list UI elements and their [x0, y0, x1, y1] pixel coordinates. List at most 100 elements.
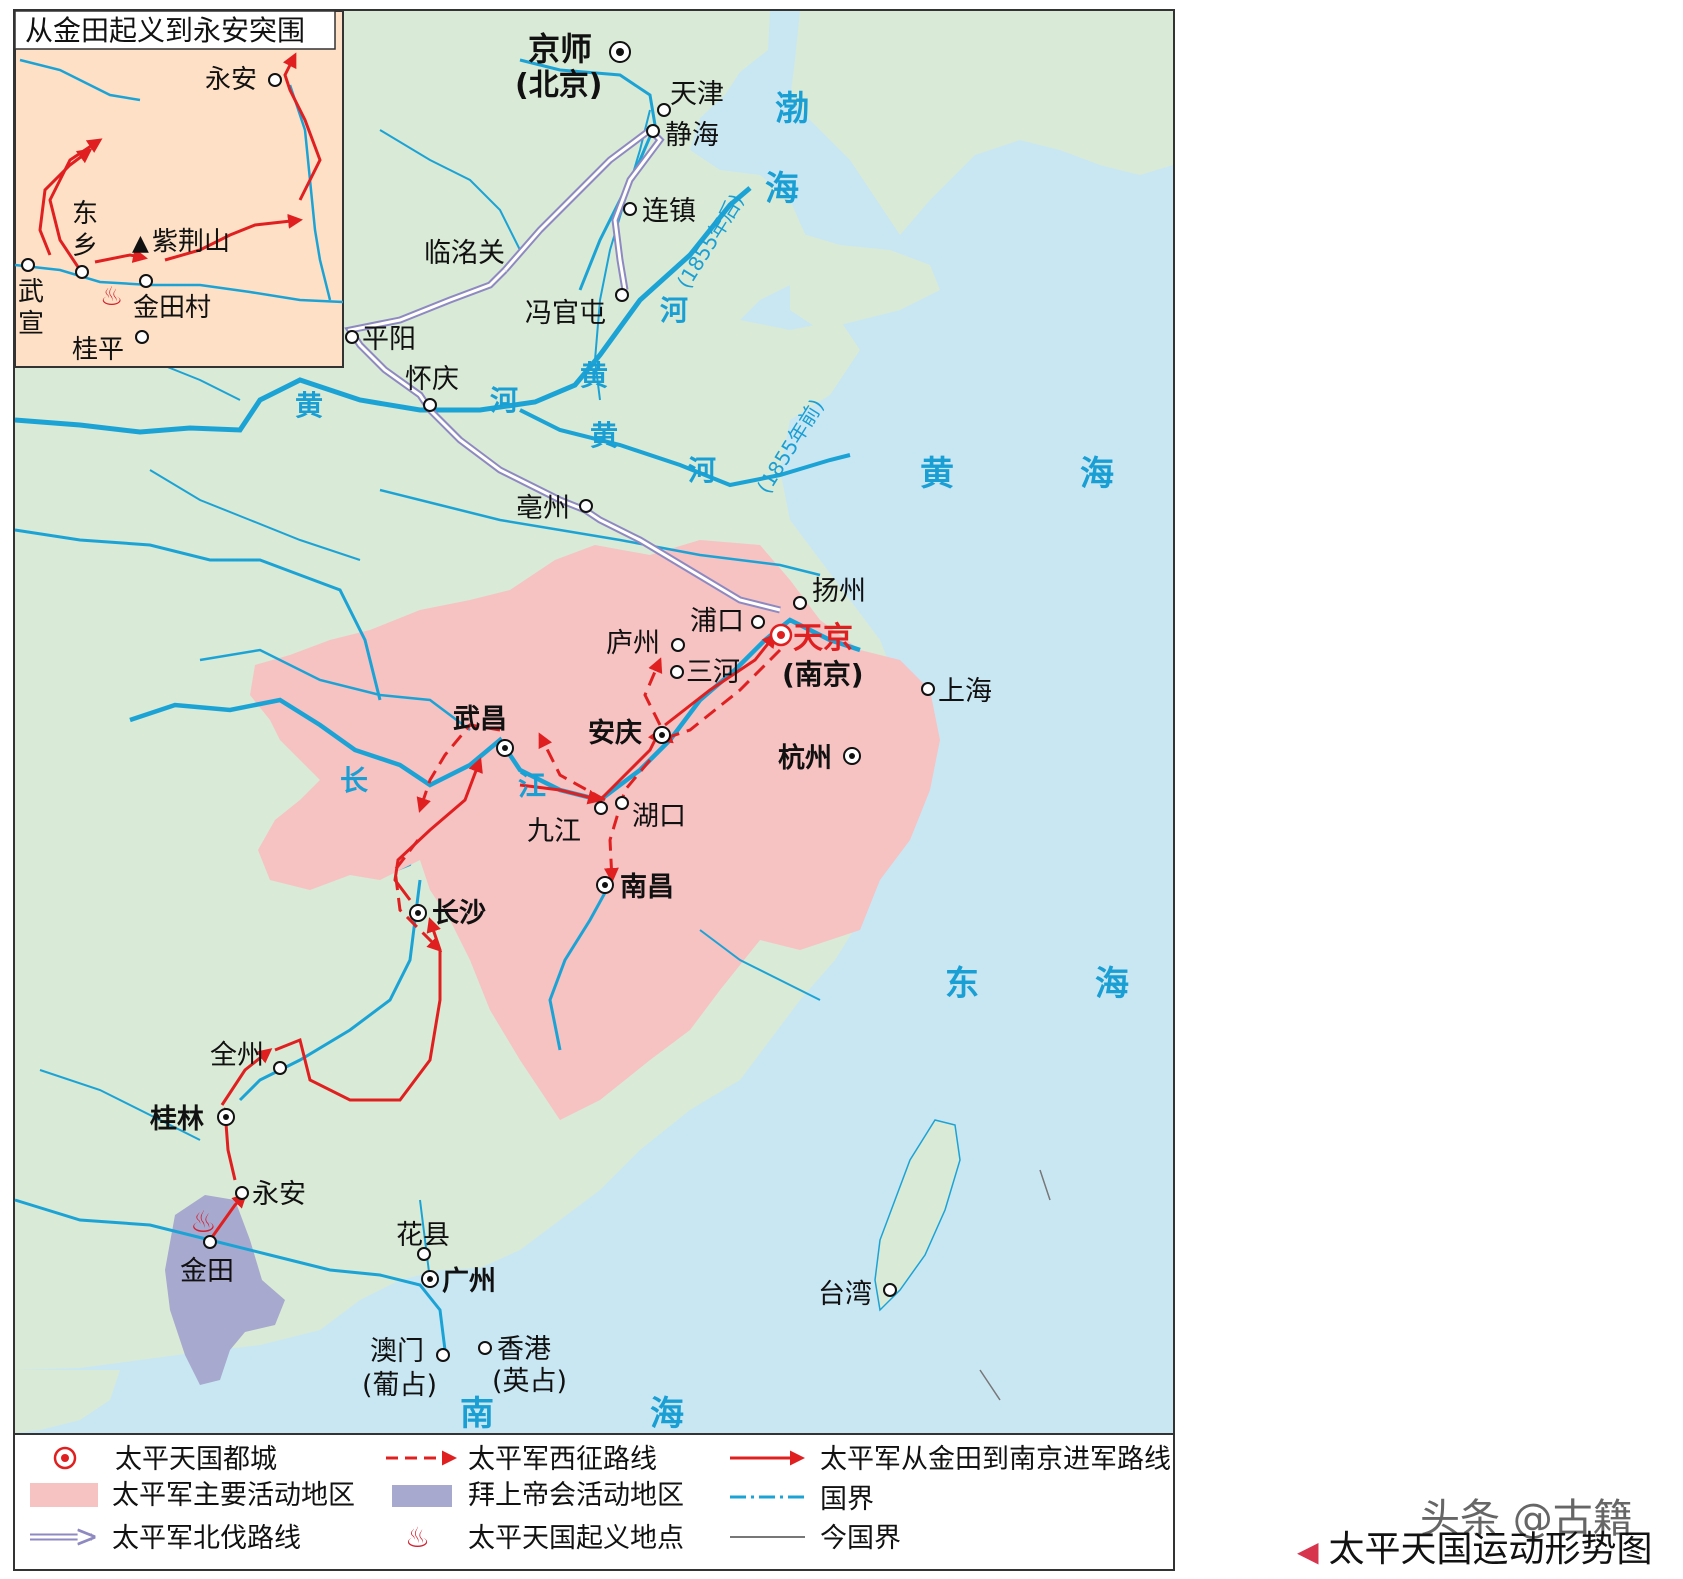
jintian-marker [203, 1235, 217, 1249]
label-jingshi: 京师 [528, 30, 592, 68]
label-jinghai: 静海 [665, 120, 719, 151]
huaiqing-marker [423, 398, 437, 412]
legend-main-area-swatch [30, 1483, 98, 1507]
fengguantun-marker [615, 288, 629, 302]
uprising-site-icon: ♨ [190, 1205, 217, 1240]
label-yangzhou: 扬州 [812, 576, 866, 607]
place-markers [203, 41, 935, 1362]
label-lianzhen: 连镇 [642, 196, 696, 227]
hangzhou-marker [843, 747, 861, 765]
label-guilin: 桂林 [150, 1104, 204, 1135]
march-route [208, 632, 777, 1241]
inset-guiping-marker [135, 330, 149, 344]
hukou-marker [615, 796, 629, 810]
water-labels: 渤 海 黄 海 东 海 南 海 [460, 89, 1129, 1434]
legend-capital: 太平天国都城 [115, 1444, 277, 1475]
xi-river [14, 1198, 447, 1351]
northeast-land [790, 11, 1173, 235]
label-macau-note: (葡占) [362, 1370, 437, 1401]
huanghe-center-2: 河 [688, 454, 716, 487]
huanghe-west-1: 黄 [295, 389, 323, 422]
jinghai-marker [646, 124, 660, 138]
changsha-marker [409, 904, 427, 922]
taiwan-marker [883, 1283, 897, 1297]
huanghai-label-2: 海 [1080, 454, 1114, 494]
legend-modern-border: 今国界 [820, 1523, 901, 1554]
huanghe-north-1: 黄 [580, 359, 608, 392]
pingyang-marker [345, 330, 359, 344]
central-tributary [149, 469, 361, 561]
inset-uprising-icon: ♨ [100, 282, 123, 312]
inset-zijingshan-icon: ▲ [132, 231, 149, 256]
label-hukou: 湖口 [632, 801, 686, 832]
shanghai-marker [921, 682, 935, 696]
taiwan-island [874, 1119, 961, 1312]
inset-map: 从金田起义到永安突围 永安 东 乡 ▲ 紫荆山 ♨ 金田村 武 宣 桂平 [14, 10, 344, 368]
label-tianjing: 天京 [793, 621, 853, 656]
nanhai-label-2: 海 [650, 1394, 684, 1434]
label-linmingguan: 临洺关 [424, 238, 505, 269]
place-labels: 京师 (北京) 天津 静海 连镇 临洺关 冯官屯 平阳 怀庆 亳州 扬州 浦口 … [150, 30, 992, 1401]
label-changsha: 长沙 [432, 898, 486, 929]
inset-wuxuan-2: 宣 [18, 309, 44, 339]
label-huaxian: 花县 [396, 1220, 450, 1251]
river-labels: 黄 河 黄 河 黄 河 长 江 [295, 294, 716, 802]
legend-main-area: 太平军主要活动地区 [112, 1480, 355, 1511]
label-pukou: 浦口 [690, 606, 744, 637]
huanghai-label-1: 黄 [920, 454, 954, 494]
label-nanchang: 南昌 [620, 872, 674, 903]
label-yongan: 永安 [252, 1179, 306, 1210]
legend-bai-area: 拜上帝会活动地区 [468, 1480, 684, 1511]
label-beijing: (北京) [515, 68, 602, 103]
yellow-river-old [519, 408, 851, 488]
label-bozhou: 亳州 [516, 493, 570, 524]
nanchang-marker [596, 876, 614, 894]
inset-dongxiang-1: 东 [72, 199, 98, 229]
label-fengguantun: 冯官屯 [525, 298, 606, 329]
huanghe-center-1: 黄 [590, 419, 618, 452]
jiujiang-marker [594, 801, 608, 815]
inset-title-box [14, 10, 336, 50]
label-hangzhou: 杭州 [778, 742, 832, 774]
label-jintian: 金田 [180, 1256, 234, 1287]
luzhou-marker [671, 638, 685, 652]
label-macau: 澳门 [370, 1336, 424, 1367]
northern-expedition-route [344, 125, 781, 614]
inset-title: 从金田起义到永安突围 [25, 14, 305, 47]
inset-wuxuan-marker [21, 258, 35, 272]
inset-guiping: 桂平 [72, 335, 124, 365]
han-river [199, 648, 471, 731]
bozhou-marker [579, 499, 593, 513]
rivers [14, 58, 861, 1351]
upper-yangtze [14, 528, 382, 701]
yangzhou-marker [793, 596, 807, 610]
macau-marker [436, 1348, 450, 1362]
bohai-label-2: 海 [765, 169, 799, 209]
changjiang-2: 江 [518, 769, 546, 802]
south-tributary [39, 1069, 201, 1141]
yellow-river-new [14, 186, 752, 435]
pukou-marker [751, 615, 765, 629]
inset-jintiancun: 金田村 [133, 293, 211, 323]
label-shanghai: 上海 [938, 676, 992, 707]
label-huaiqing: 怀庆 [405, 364, 459, 395]
map-title: 太平天国运动形势图 [1328, 1529, 1653, 1570]
label-wuchang: 武昌 [453, 704, 507, 735]
inset-yongan-marker [268, 73, 282, 87]
label-anqing: 安庆 [588, 717, 642, 749]
legend-uprising-icon: ♨ [405, 1521, 430, 1554]
inset-dongxiang-marker [75, 265, 89, 279]
gan-river [548, 879, 614, 1051]
changjiang-1: 长 [340, 764, 368, 797]
legend-uprising-site: 太平天国起义地点 [468, 1523, 684, 1554]
legend: 太平天国都城 太平军主要活动地区 太平军北伐路线 太平军西征路线 拜上帝会活动地… [15, 1433, 1173, 1554]
inset-zijingshan: 紫荆山 [152, 227, 230, 257]
label-taiwan: 台湾 [818, 1279, 872, 1310]
map-caption: ◀ 太平天国运动形势图 [1297, 1520, 1653, 1572]
guilin-marker [217, 1108, 235, 1126]
inset-dongxiang-2: 乡 [72, 231, 98, 261]
min-river [699, 929, 821, 1001]
western-expedition-route [393, 648, 782, 953]
label-nanjing: (南京) [782, 658, 864, 691]
